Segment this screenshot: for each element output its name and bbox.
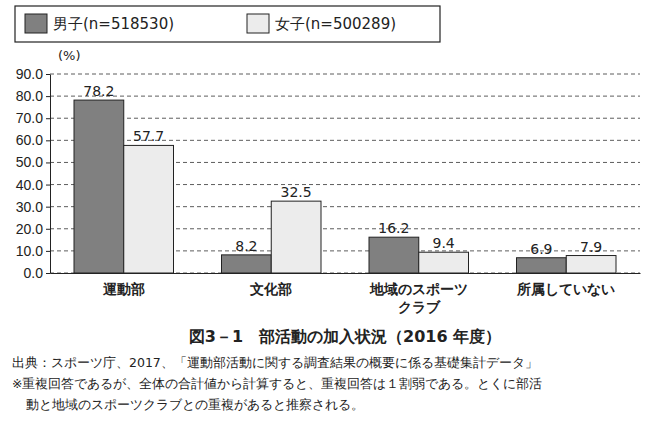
bar [74,100,124,273]
tick-mark [46,140,50,141]
tick: 90.0 [16,66,50,82]
data-label: 9.4 [432,235,454,251]
tick-label: 40.0 [16,177,43,193]
tick-mark [46,118,50,119]
tick-label: 50.0 [16,154,43,170]
grid [50,74,640,273]
grid-line [50,118,640,119]
bar [222,255,272,273]
chart: 78.2 8.2 16.2 6.9 57.7 32.5 9.4 7.9 0.0 10.0 20.0 3… [0,0,650,424]
tick: 所属していない [516,273,615,297]
tick-mark [46,207,50,208]
tick-label: 0.0 [24,265,44,281]
data-label: 6.9 [530,241,552,257]
bar [369,237,419,273]
tick: 0.0 [24,265,50,281]
tick-label: 80.0 [16,88,43,104]
axis-line [50,75,51,274]
tick: 地域のスポーツクラブ [369,273,468,315]
tick-label: 所属していない [516,281,615,297]
bar [517,258,567,273]
data-label: 78.2 [83,83,114,99]
annotation: 動と地域のスポーツクラブとの重複があると推察される。 [26,397,364,412]
tick-mark [46,96,50,97]
legend-label: 女子(n=500289) [275,15,396,33]
legend: 男子(n=518530) 女子(n=500289) [15,6,440,42]
annotation: ※重複回答であるが、全体の合計値から計算すると、重複回答は１割弱である。とくに部… [12,376,542,391]
tick-label-line: 運動部 [102,281,145,297]
title: 図3－1 部活動の加入状況（2016 年度） [189,327,501,346]
tick-mark [46,185,50,186]
tick: 40.0 [16,177,50,193]
data-label: 7.9 [580,239,602,255]
legend-label: 男子(n=518530) [53,15,174,33]
tick: 文化部 [249,273,292,297]
axis-line [51,273,641,274]
bar [419,252,469,273]
tick: 30.0 [16,199,50,215]
data-label: 32.5 [281,184,312,200]
legend-box [15,6,440,42]
legend-swatch [247,14,269,33]
tick-label-line: 文化部 [249,281,292,297]
grid-line [50,96,640,97]
tick-label: 地域のスポーツクラブ [369,281,468,315]
bar [124,145,174,273]
tick-label-line: 所属していない [516,281,615,297]
data-label: 16.2 [378,220,409,236]
y-axis-title: (%) [58,48,81,63]
y-axis: 0.0 10.0 20.0 30.0 40.0 50.0 60.0 70.0 80.0 90.0 [16,66,51,281]
tick-label: 30.0 [16,199,43,215]
tick: 50.0 [16,154,50,170]
tick-label: 20.0 [16,221,43,237]
grid-line [50,74,640,75]
tick: 80.0 [16,88,50,104]
tick-mark [46,251,50,252]
tick-mark [46,74,50,75]
bar [271,201,321,273]
legend-swatch [25,14,47,33]
tick-label-line: クラブ [398,299,441,315]
tick: 運動部 [102,273,145,297]
data-label: 57.7 [133,128,164,144]
tick: 60.0 [16,132,50,148]
tick: 20.0 [16,221,50,237]
annotation: 出典：スポーツ庁、2017、「運動部活動に関する調査結果の概要に係る基礎集計デー… [12,355,538,370]
data-labels: 78.2 8.2 16.2 6.9 57.7 32.5 9.4 7.9 [83,83,602,257]
bar [566,256,616,273]
tick-label: 10.0 [16,243,43,259]
tick-mark [46,162,50,163]
x-axis: 運動部 文化部 地域のスポーツクラブ 所属していない [51,273,641,315]
tick-mark [46,229,50,230]
tick-label-line: 地域のスポーツ [369,281,468,297]
tick-label: 60.0 [16,132,43,148]
data-label: 8.2 [235,238,257,254]
tick-mark [46,273,50,274]
tick-label: 運動部 [102,281,145,297]
tick-label: 90.0 [16,66,43,82]
tick-label: 70.0 [16,110,43,126]
tick: 70.0 [16,110,50,126]
tick-label: 文化部 [249,281,292,297]
tick: 10.0 [16,243,50,259]
bars [74,100,616,273]
